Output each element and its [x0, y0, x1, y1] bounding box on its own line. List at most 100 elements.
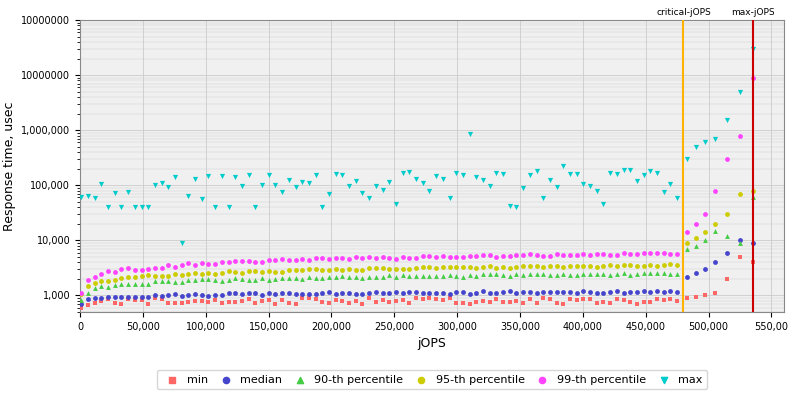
- Point: [356, 255, 369, 262]
- Point: [503, 253, 516, 260]
- Point: [557, 288, 570, 295]
- Point: [215, 270, 228, 277]
- Point: [564, 296, 577, 302]
- Point: [289, 274, 302, 281]
- Point: [390, 256, 402, 262]
- Point: [497, 264, 510, 271]
- Point: [169, 263, 182, 270]
- Point: [450, 264, 462, 270]
- Point: [209, 276, 222, 283]
- Point: [403, 255, 416, 261]
- Point: [362, 254, 375, 260]
- Point: [249, 204, 262, 210]
- Point: [746, 259, 759, 266]
- Point: [681, 295, 694, 301]
- Point: [670, 195, 683, 202]
- Point: [443, 254, 456, 260]
- Point: [82, 290, 94, 297]
- Point: [537, 288, 550, 295]
- Point: [256, 268, 269, 275]
- Point: [577, 181, 590, 187]
- Point: [617, 270, 630, 276]
- Point: [350, 178, 362, 184]
- Point: [95, 283, 108, 290]
- Point: [650, 270, 663, 277]
- Point: [681, 246, 694, 252]
- Point: [463, 131, 476, 137]
- Point: [189, 175, 202, 182]
- Point: [457, 300, 470, 306]
- Point: [610, 171, 623, 178]
- Point: [175, 240, 188, 246]
- Point: [537, 195, 550, 201]
- Point: [370, 265, 382, 271]
- Point: [209, 261, 222, 267]
- Point: [135, 294, 148, 300]
- Point: [746, 240, 759, 246]
- Point: [490, 271, 502, 278]
- Point: [75, 304, 88, 311]
- Point: [356, 300, 369, 307]
- Point: [342, 300, 355, 306]
- Point: [403, 300, 416, 306]
- Point: [149, 295, 162, 301]
- Point: [550, 272, 563, 278]
- Point: [316, 204, 329, 210]
- Point: [229, 258, 242, 264]
- Point: [202, 276, 215, 283]
- Point: [543, 252, 556, 259]
- Point: [510, 290, 523, 296]
- Point: [182, 277, 194, 284]
- Point: [503, 264, 516, 271]
- Point: [721, 156, 734, 162]
- Point: [289, 291, 302, 297]
- Point: [497, 272, 510, 279]
- Point: [229, 275, 242, 282]
- Point: [450, 254, 462, 260]
- Point: [390, 298, 402, 304]
- Point: [709, 220, 722, 227]
- Point: [517, 252, 530, 259]
- Point: [690, 220, 702, 227]
- Point: [681, 229, 694, 236]
- Point: [690, 270, 702, 277]
- Point: [296, 256, 309, 262]
- Point: [149, 273, 162, 279]
- Point: [162, 278, 174, 285]
- Point: [309, 296, 322, 302]
- Point: [222, 290, 235, 296]
- Point: [477, 298, 490, 305]
- Point: [342, 183, 355, 190]
- Point: [497, 289, 510, 296]
- Point: [390, 266, 402, 272]
- Point: [709, 290, 722, 296]
- Point: [222, 299, 235, 305]
- Point: [336, 273, 349, 280]
- Point: [570, 171, 583, 177]
- Point: [330, 296, 342, 303]
- Point: [690, 294, 702, 300]
- Point: [617, 290, 630, 296]
- Point: [610, 252, 623, 258]
- Point: [670, 251, 683, 257]
- Point: [470, 290, 482, 296]
- Point: [557, 163, 570, 170]
- Text: max-jOPS: max-jOPS: [730, 8, 774, 17]
- Point: [249, 300, 262, 306]
- Point: [403, 288, 416, 295]
- Point: [222, 268, 235, 275]
- Point: [410, 272, 422, 279]
- Point: [142, 301, 154, 307]
- Point: [658, 270, 670, 277]
- Point: [670, 262, 683, 268]
- Point: [122, 296, 134, 302]
- Point: [463, 253, 476, 259]
- Point: [490, 296, 502, 302]
- Point: [316, 289, 329, 296]
- Point: [129, 297, 142, 303]
- Point: [362, 274, 375, 280]
- Point: [658, 189, 670, 195]
- Point: [162, 292, 174, 298]
- Point: [617, 297, 630, 303]
- Point: [644, 289, 657, 296]
